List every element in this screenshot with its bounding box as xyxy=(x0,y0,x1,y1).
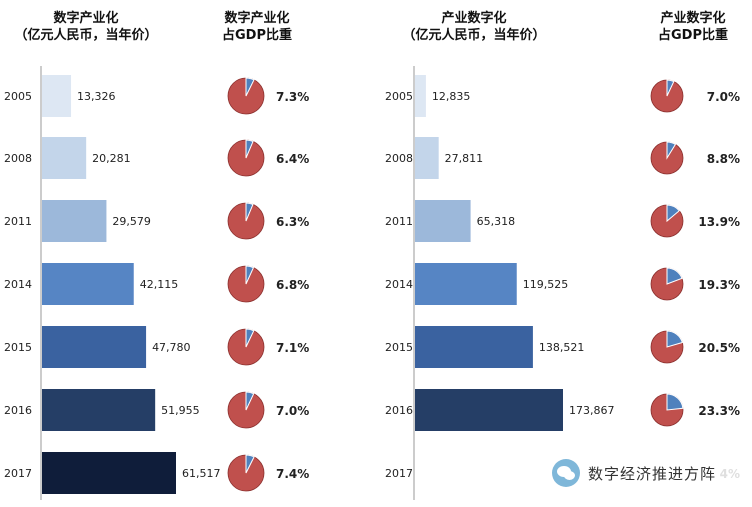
year-label: 2016 xyxy=(385,404,413,417)
bar xyxy=(42,200,107,242)
share-pct-label: 6.4% xyxy=(276,152,309,166)
year-label: 2014 xyxy=(385,278,413,291)
pie-slice xyxy=(245,391,255,411)
bar-value-label: 138,521 xyxy=(539,341,585,354)
pie-slice xyxy=(245,328,255,348)
bar-value-label: 47,780 xyxy=(152,341,191,354)
right-bar-title-line1: 产业数字化 xyxy=(441,11,507,26)
share-pct-label: 7.0% xyxy=(276,404,309,418)
right-share-title-line1: 产业数字化 xyxy=(660,11,726,26)
bar xyxy=(42,389,156,431)
year-label: 2005 xyxy=(385,90,413,103)
watermark: 数字经济推进方阵 xyxy=(548,456,746,490)
bar-value-label: 42,115 xyxy=(140,278,179,291)
left-bar-title-line2: （亿元人民币，当年价） xyxy=(14,28,158,43)
bar-value-label: 13,326 xyxy=(77,90,116,103)
pie-slice xyxy=(666,267,683,285)
pie-slice xyxy=(666,393,684,411)
bar xyxy=(415,326,533,368)
year-label: 2008 xyxy=(4,152,32,165)
bar xyxy=(415,389,563,431)
watermark-text: 数字经济推进方阵 xyxy=(588,464,717,483)
pie-slice xyxy=(245,454,255,474)
share-pct-label: 20.5% xyxy=(698,341,740,355)
share-pct-label: 19.3% xyxy=(698,278,740,292)
bar xyxy=(415,263,517,305)
left-share-title: 数字产业化 占GDP比重 xyxy=(212,10,302,44)
share-pct-label: 7.0% xyxy=(707,90,740,104)
bar-value-label: 29,579 xyxy=(112,215,151,228)
share-pct-label: 8.8% xyxy=(707,152,740,166)
pie-slice xyxy=(245,139,254,159)
pie-slice xyxy=(666,141,677,160)
year-label: 2017 xyxy=(385,467,413,480)
pie-slice xyxy=(245,202,254,222)
pie-slice xyxy=(666,79,675,97)
left-bar-title-line1: 数字产业化 xyxy=(53,11,119,26)
year-label: 2017 xyxy=(4,467,32,480)
share-pct-label: 6.8% xyxy=(276,278,309,292)
bar-value-label: 119,525 xyxy=(523,278,569,291)
left-share-title-line2: 占GDP比重 xyxy=(222,28,292,43)
bar xyxy=(42,75,72,117)
year-label: 2015 xyxy=(4,341,32,354)
bar xyxy=(42,137,87,179)
bar-value-label: 27,811 xyxy=(445,152,484,165)
bar xyxy=(415,200,471,242)
share-pct-label: 7.1% xyxy=(276,341,309,355)
right-bar-title-line2: （亿元人民币，当年价） xyxy=(402,28,546,43)
share-pct-label: 7.3% xyxy=(276,90,309,104)
bar xyxy=(42,263,134,305)
bar-value-label: 12,835 xyxy=(432,90,471,103)
bar-value-label: 61,517 xyxy=(182,467,221,480)
bar xyxy=(42,452,176,494)
share-pct-label: 23.3% xyxy=(698,404,740,418)
year-label: 2011 xyxy=(4,215,32,228)
left-share-title-line1: 数字产业化 xyxy=(224,11,290,26)
year-label: 2015 xyxy=(385,341,413,354)
bar xyxy=(415,137,439,179)
pie-slice xyxy=(245,77,255,97)
year-label: 2016 xyxy=(4,404,32,417)
right-bar-title: 产业数字化 （亿元人民币，当年价） xyxy=(394,10,554,44)
year-label: 2008 xyxy=(385,152,413,165)
pie-slice xyxy=(245,265,255,285)
bar xyxy=(42,326,147,368)
wechat-icon xyxy=(552,459,580,487)
year-label: 2011 xyxy=(385,215,413,228)
bar xyxy=(415,75,426,117)
pie-slice xyxy=(666,204,680,223)
bar-value-label: 65,318 xyxy=(477,215,516,228)
right-share-title-line2: 占GDP比重 xyxy=(658,28,728,43)
share-pct-label: 7.4% xyxy=(276,467,309,481)
share-pct-label: 6.3% xyxy=(276,215,309,229)
bar-value-label: 51,955 xyxy=(161,404,200,417)
bar-value-label: 20,281 xyxy=(92,152,130,165)
pie-slice xyxy=(666,330,683,348)
left-bar-title: 数字产业化 （亿元人民币，当年价） xyxy=(6,10,166,44)
bar-value-label: 173,867 xyxy=(569,404,615,417)
right-share-title: 产业数字化 占GDP比重 xyxy=(648,10,738,44)
year-label: 2005 xyxy=(4,90,32,103)
year-label: 2014 xyxy=(4,278,32,291)
share-pct-label: 13.9% xyxy=(698,215,740,229)
